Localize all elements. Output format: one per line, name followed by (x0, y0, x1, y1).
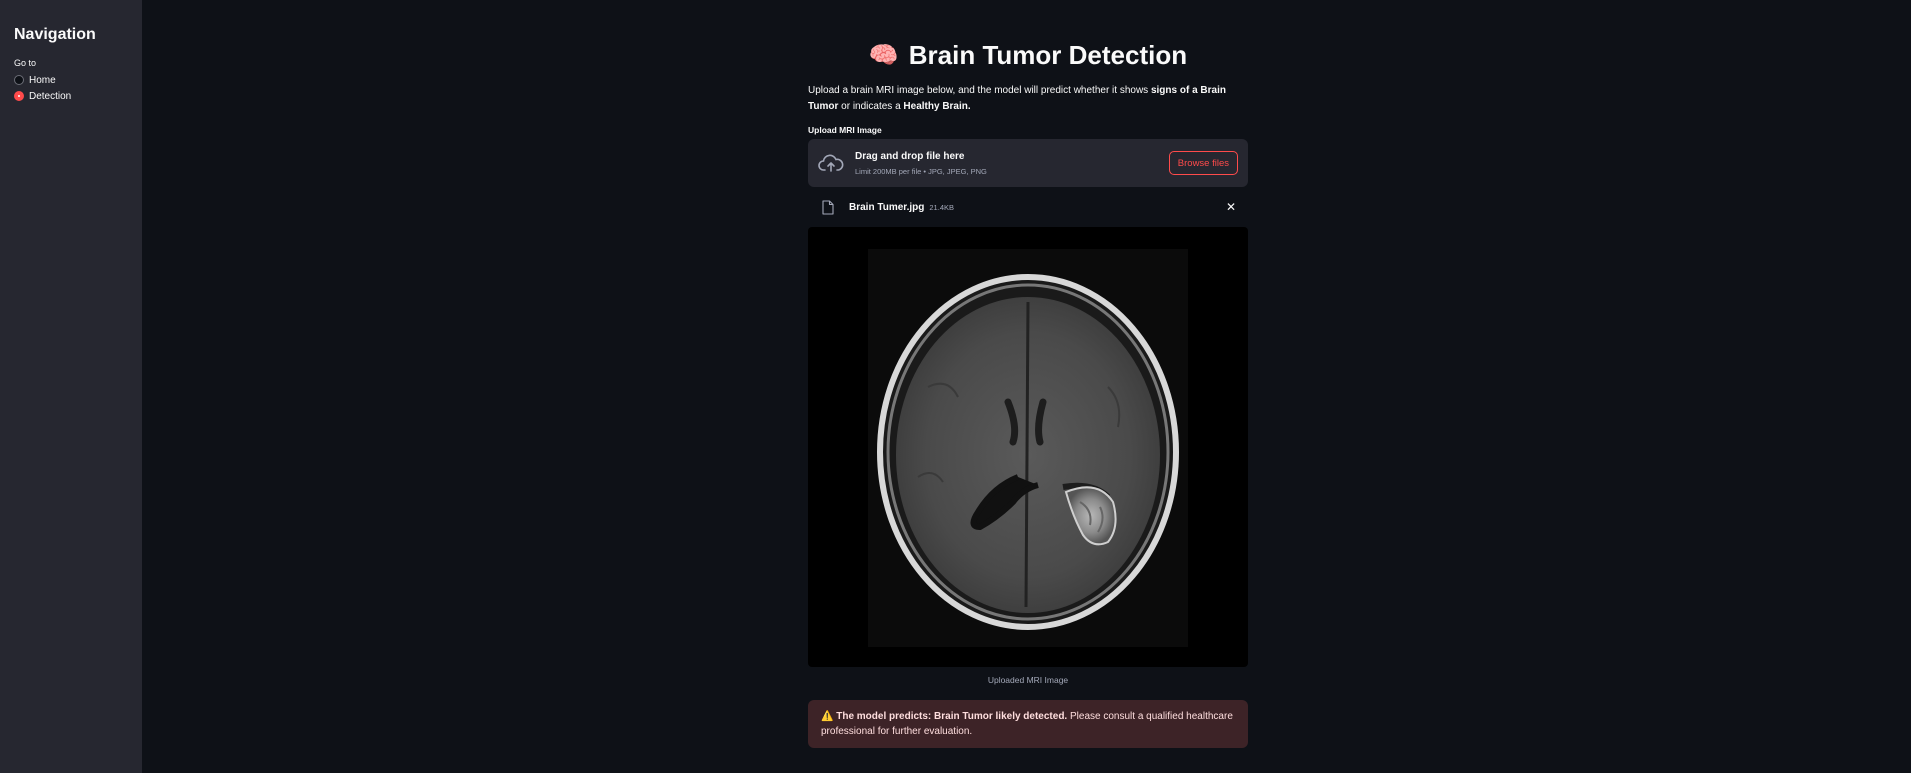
mri-image (808, 227, 1248, 667)
file-icon (822, 199, 834, 215)
upload-label: Upload MRI Image (808, 125, 882, 135)
file-size: 21.4KB (929, 202, 954, 212)
desc-bold1: signs of a Brain Tumor (808, 85, 1226, 112)
radio-home-label: Home (29, 74, 56, 86)
radio-detection[interactable] (14, 91, 24, 101)
alert-text: Please consult a qualified healthcare pr… (821, 711, 1233, 737)
goto-label: Go to (14, 58, 37, 68)
radio-detection-label: Detection (29, 90, 72, 102)
file-name: Brain Tumer.jpg (849, 201, 925, 213)
desc-part1: Upload a brain MRI image below, and the … (808, 85, 1151, 96)
dropzone-text: Drag and drop file here Limit 200MB per … (855, 151, 987, 176)
main-content: 🧠 Brain Tumor Detection Upload a brain M… (808, 0, 1248, 748)
image-caption: Uploaded MRI Image (987, 675, 1069, 685)
radio-option-detection[interactable]: Detection (14, 88, 128, 104)
alert-bold: The model predicts: Brain Tumor likely d… (836, 711, 1068, 722)
cloud-upload-icon (818, 154, 844, 172)
dropzone-limits: Limit 200MB per file • JPG, JPEG, PNG (855, 166, 987, 176)
page-title: 🧠 Brain Tumor Detection (808, 40, 1248, 71)
description: Upload a brain MRI image below, and the … (808, 83, 1248, 115)
radio-home[interactable] (14, 75, 24, 85)
brain-icon: 🧠 (868, 42, 899, 69)
desc-bold2: Healthy Brain. (903, 101, 971, 112)
sidebar-title: Navigation (14, 26, 96, 43)
mri-brain-scan (868, 249, 1188, 647)
remove-file-close-icon[interactable]: ✕ (1225, 200, 1237, 214)
prediction-alert: ⚠️ The model predicts: Brain Tumor likel… (808, 700, 1248, 748)
uploaded-file-row: Brain Tumer.jpg 21.4KB ✕ (808, 187, 1248, 227)
radio-option-home[interactable]: Home (14, 72, 128, 88)
warning-icon: ⚠️ (821, 711, 834, 722)
page-title-text: Brain Tumor Detection (908, 40, 1188, 70)
browse-files-button[interactable]: Browse files (1168, 151, 1238, 175)
dropzone-heading: Drag and drop file here (855, 150, 965, 162)
file-dropzone[interactable]: Drag and drop file here Limit 200MB per … (808, 139, 1248, 187)
sidebar: Navigation Go to Home Detection (0, 0, 142, 773)
desc-part2: or indicates a (838, 101, 904, 112)
